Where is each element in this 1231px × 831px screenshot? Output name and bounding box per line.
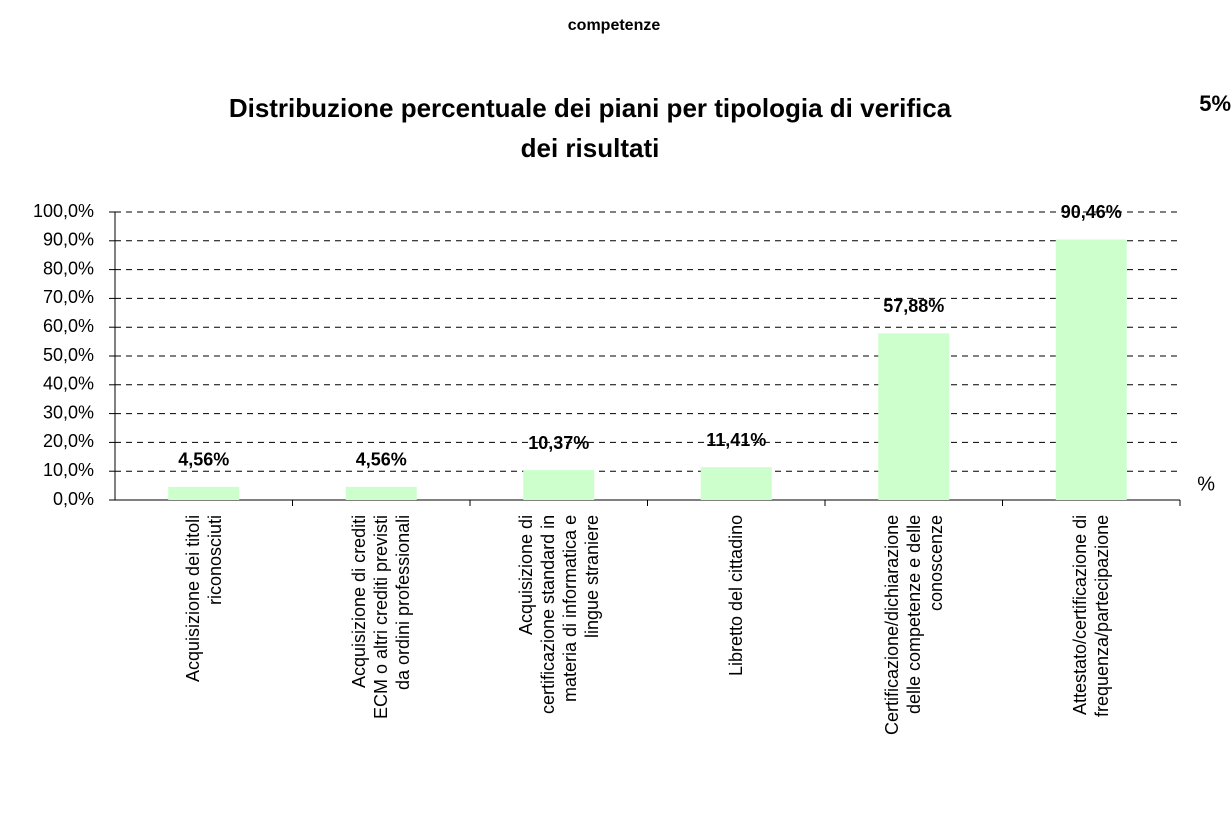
y-tick-label: 60,0% xyxy=(43,316,94,336)
bar xyxy=(523,470,595,500)
x-tick-label: Libretto del cittadino xyxy=(726,515,747,677)
bar xyxy=(168,486,240,500)
y-tick-label: 30,0% xyxy=(43,402,94,422)
value-label: 4,56% xyxy=(356,450,407,470)
bar xyxy=(878,333,950,500)
value-label: 90,46% xyxy=(1061,202,1122,222)
y-tick-label: 40,0% xyxy=(43,374,94,394)
y-tick-label: 20,0% xyxy=(43,431,94,451)
y-tick-label: 90,0% xyxy=(43,230,94,250)
chart-title: Distribuzione percentuale dei piani per … xyxy=(229,93,952,163)
x-tick-label: Acquisizione di crediti ECM o altri cred… xyxy=(349,515,414,720)
y-tick-label: 10,0% xyxy=(43,460,94,480)
value-label: 10,37% xyxy=(528,433,589,453)
edge-fragment: % xyxy=(1197,473,1215,495)
x-tick-label: Certificazione/dichiarazione delle compe… xyxy=(881,515,946,736)
x-tick-label: Attestato/certificazione di frequenza/pa… xyxy=(1070,515,1113,718)
value-label: 57,88% xyxy=(883,296,944,316)
y-tick-label: 70,0% xyxy=(43,287,94,307)
edge-fragment: 5% xyxy=(1199,91,1231,116)
y-tick-label: 50,0% xyxy=(43,345,94,365)
value-label: 4,56% xyxy=(178,450,229,470)
y-tick-label: 0,0% xyxy=(53,489,94,509)
bar xyxy=(345,486,417,500)
y-tick-label: 80,0% xyxy=(43,258,94,278)
value-label: 11,41% xyxy=(706,430,766,450)
bar xyxy=(1055,239,1127,500)
bar xyxy=(700,467,772,500)
header-fragment: competenze xyxy=(568,17,661,34)
y-tick-label: 100,0% xyxy=(33,201,94,221)
x-tick-label: Acquisizione di certificazione standard … xyxy=(515,515,602,715)
x-tick-label: Acquisizione dei titoli riconosciuti xyxy=(182,515,225,683)
